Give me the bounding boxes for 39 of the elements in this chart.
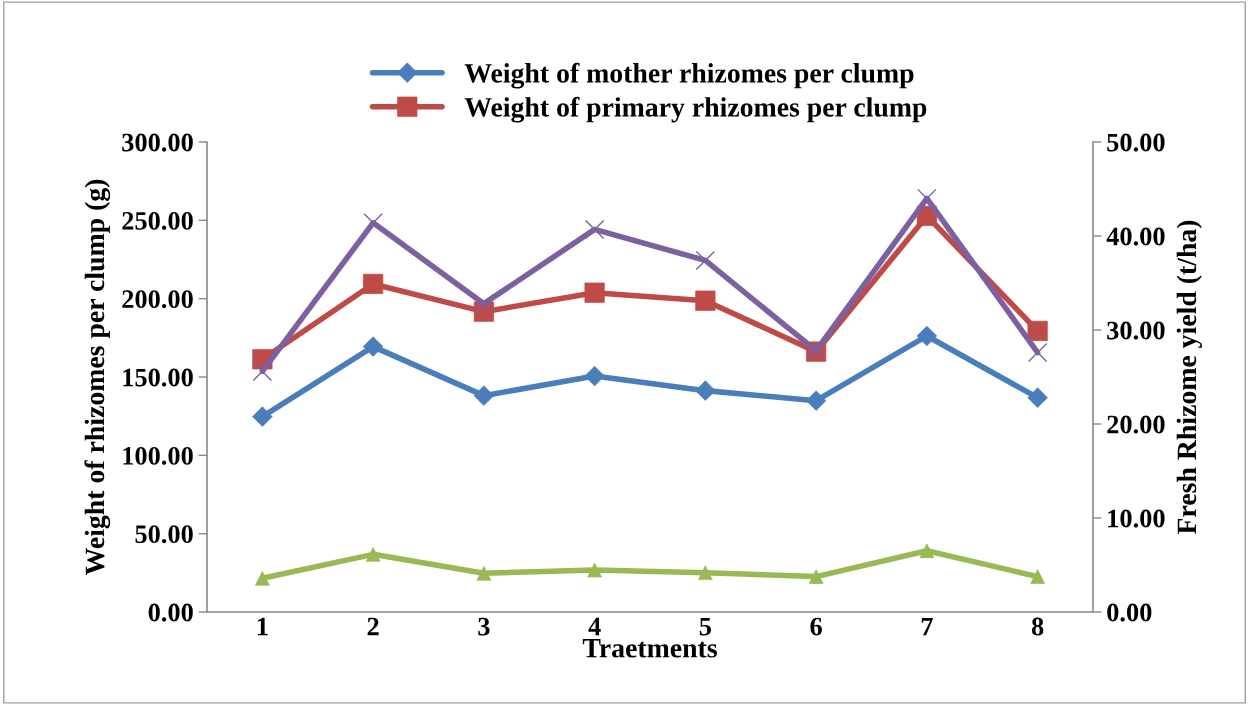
y2-tick-label: 50.00	[1107, 133, 1165, 152]
x-tick-label: 7	[921, 617, 933, 636]
x-tick-label: 5	[699, 617, 712, 636]
x-tick-label: 8	[1031, 617, 1044, 636]
x-tick-label: 1	[257, 617, 268, 636]
point	[584, 219, 605, 240]
y2-axis-title: Fresh Rhizome yield (t/ha)	[1176, 220, 1202, 535]
point	[473, 385, 495, 406]
point	[1027, 342, 1048, 363]
x-tick-label: 4	[588, 617, 601, 636]
y-tick-label: 0.00	[148, 603, 193, 622]
y-tick-label: 250.00	[122, 211, 193, 230]
point	[1027, 387, 1048, 408]
legend-label: Weight of mother rhizomes per clump	[464, 62, 914, 89]
point	[695, 250, 716, 271]
point	[362, 336, 384, 357]
point	[584, 365, 605, 387]
y2-tick-label: 30.00	[1107, 321, 1165, 340]
legend-label: Weight of primary rhizomes per clump	[464, 96, 927, 123]
y2-tick-label: 20.00	[1107, 415, 1165, 434]
x-tick-label: 3	[478, 617, 490, 636]
y2-tick-label: 40.00	[1106, 227, 1165, 246]
point	[1030, 569, 1045, 584]
x-tick-label: 6	[810, 617, 822, 636]
point	[363, 213, 383, 233]
y2-tick-label: 10.00	[1108, 509, 1165, 528]
point	[1027, 320, 1048, 342]
y-tick-label: 300.00	[122, 133, 193, 152]
point	[252, 361, 273, 382]
y2-tick-label: 0.00	[1107, 603, 1152, 622]
x-tick-label: 2	[367, 617, 379, 636]
point	[474, 293, 494, 314]
y-tick-label: 150.00	[123, 368, 193, 387]
y-tick-label: 100.00	[123, 446, 193, 465]
y-axis-title: Weight of rhizomes per clump (g)	[84, 179, 111, 576]
y-tick-label: 50.00	[135, 525, 193, 544]
x-axis-title: Traetments	[582, 639, 717, 658]
y-tick-label: 200.00	[122, 290, 193, 309]
point	[917, 188, 937, 209]
